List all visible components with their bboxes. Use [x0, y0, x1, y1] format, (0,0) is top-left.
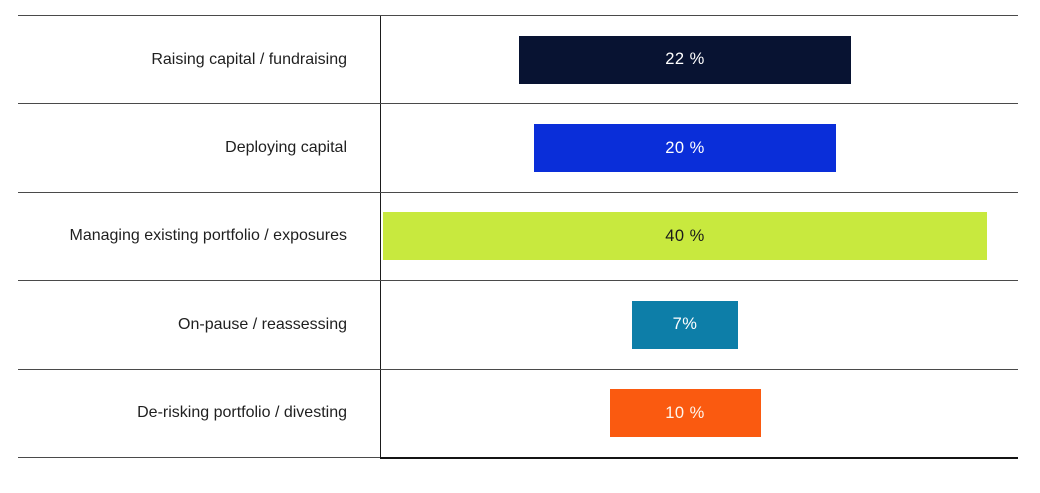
chart-row: Deploying capital 20 % [18, 103, 1018, 192]
baseline-label-segment [18, 456, 380, 458]
chart-row: On-pause / reassessing 7% [18, 280, 1018, 369]
bar-cell: 7% [380, 281, 1018, 369]
bar: 40 % [383, 212, 987, 261]
category-label: On-pause / reassessing [178, 315, 347, 333]
bar-cell: 10 % [380, 369, 1018, 457]
bar-zone: 7% [381, 300, 989, 349]
bar: 22 % [518, 35, 852, 84]
chart-row: Raising capital / fundraising 22 % [18, 15, 1018, 104]
chart-row: Managing existing portfolio / exposures … [18, 191, 1018, 281]
bar: 10 % [609, 389, 761, 438]
bar-value-label: 40 % [665, 226, 705, 245]
bar: 20 % [534, 124, 836, 173]
bar-cell: 22 % [380, 16, 1018, 104]
bar-cell: 40 % [380, 192, 1018, 281]
category-label: Deploying capital [225, 139, 347, 157]
bar-zone: 20 % [381, 124, 989, 173]
bar: 7% [632, 300, 738, 349]
baseline-axis-segment [380, 456, 1018, 459]
bar-zone: 10 % [381, 389, 989, 438]
chart-baseline [18, 456, 1018, 459]
bar-value-label: 10 % [665, 403, 705, 422]
bar-zone: 22 % [381, 35, 989, 84]
bar-zone: 40 % [381, 212, 989, 261]
category-label: De-risking portfolio / divesting [137, 404, 347, 422]
bar-cell: 20 % [380, 104, 1018, 192]
bar-value-label: 22 % [665, 50, 705, 69]
bar-value-label: 7% [672, 315, 698, 334]
category-label: Managing existing portfolio / exposures [69, 227, 348, 245]
chart-table: Raising capital / fundraising 22 % Deplo… [18, 15, 1018, 459]
bar-value-label: 20 % [665, 138, 705, 157]
category-label: Raising capital / fundraising [151, 50, 347, 68]
chart-row: De-risking portfolio / divesting 10 % [18, 368, 1018, 457]
